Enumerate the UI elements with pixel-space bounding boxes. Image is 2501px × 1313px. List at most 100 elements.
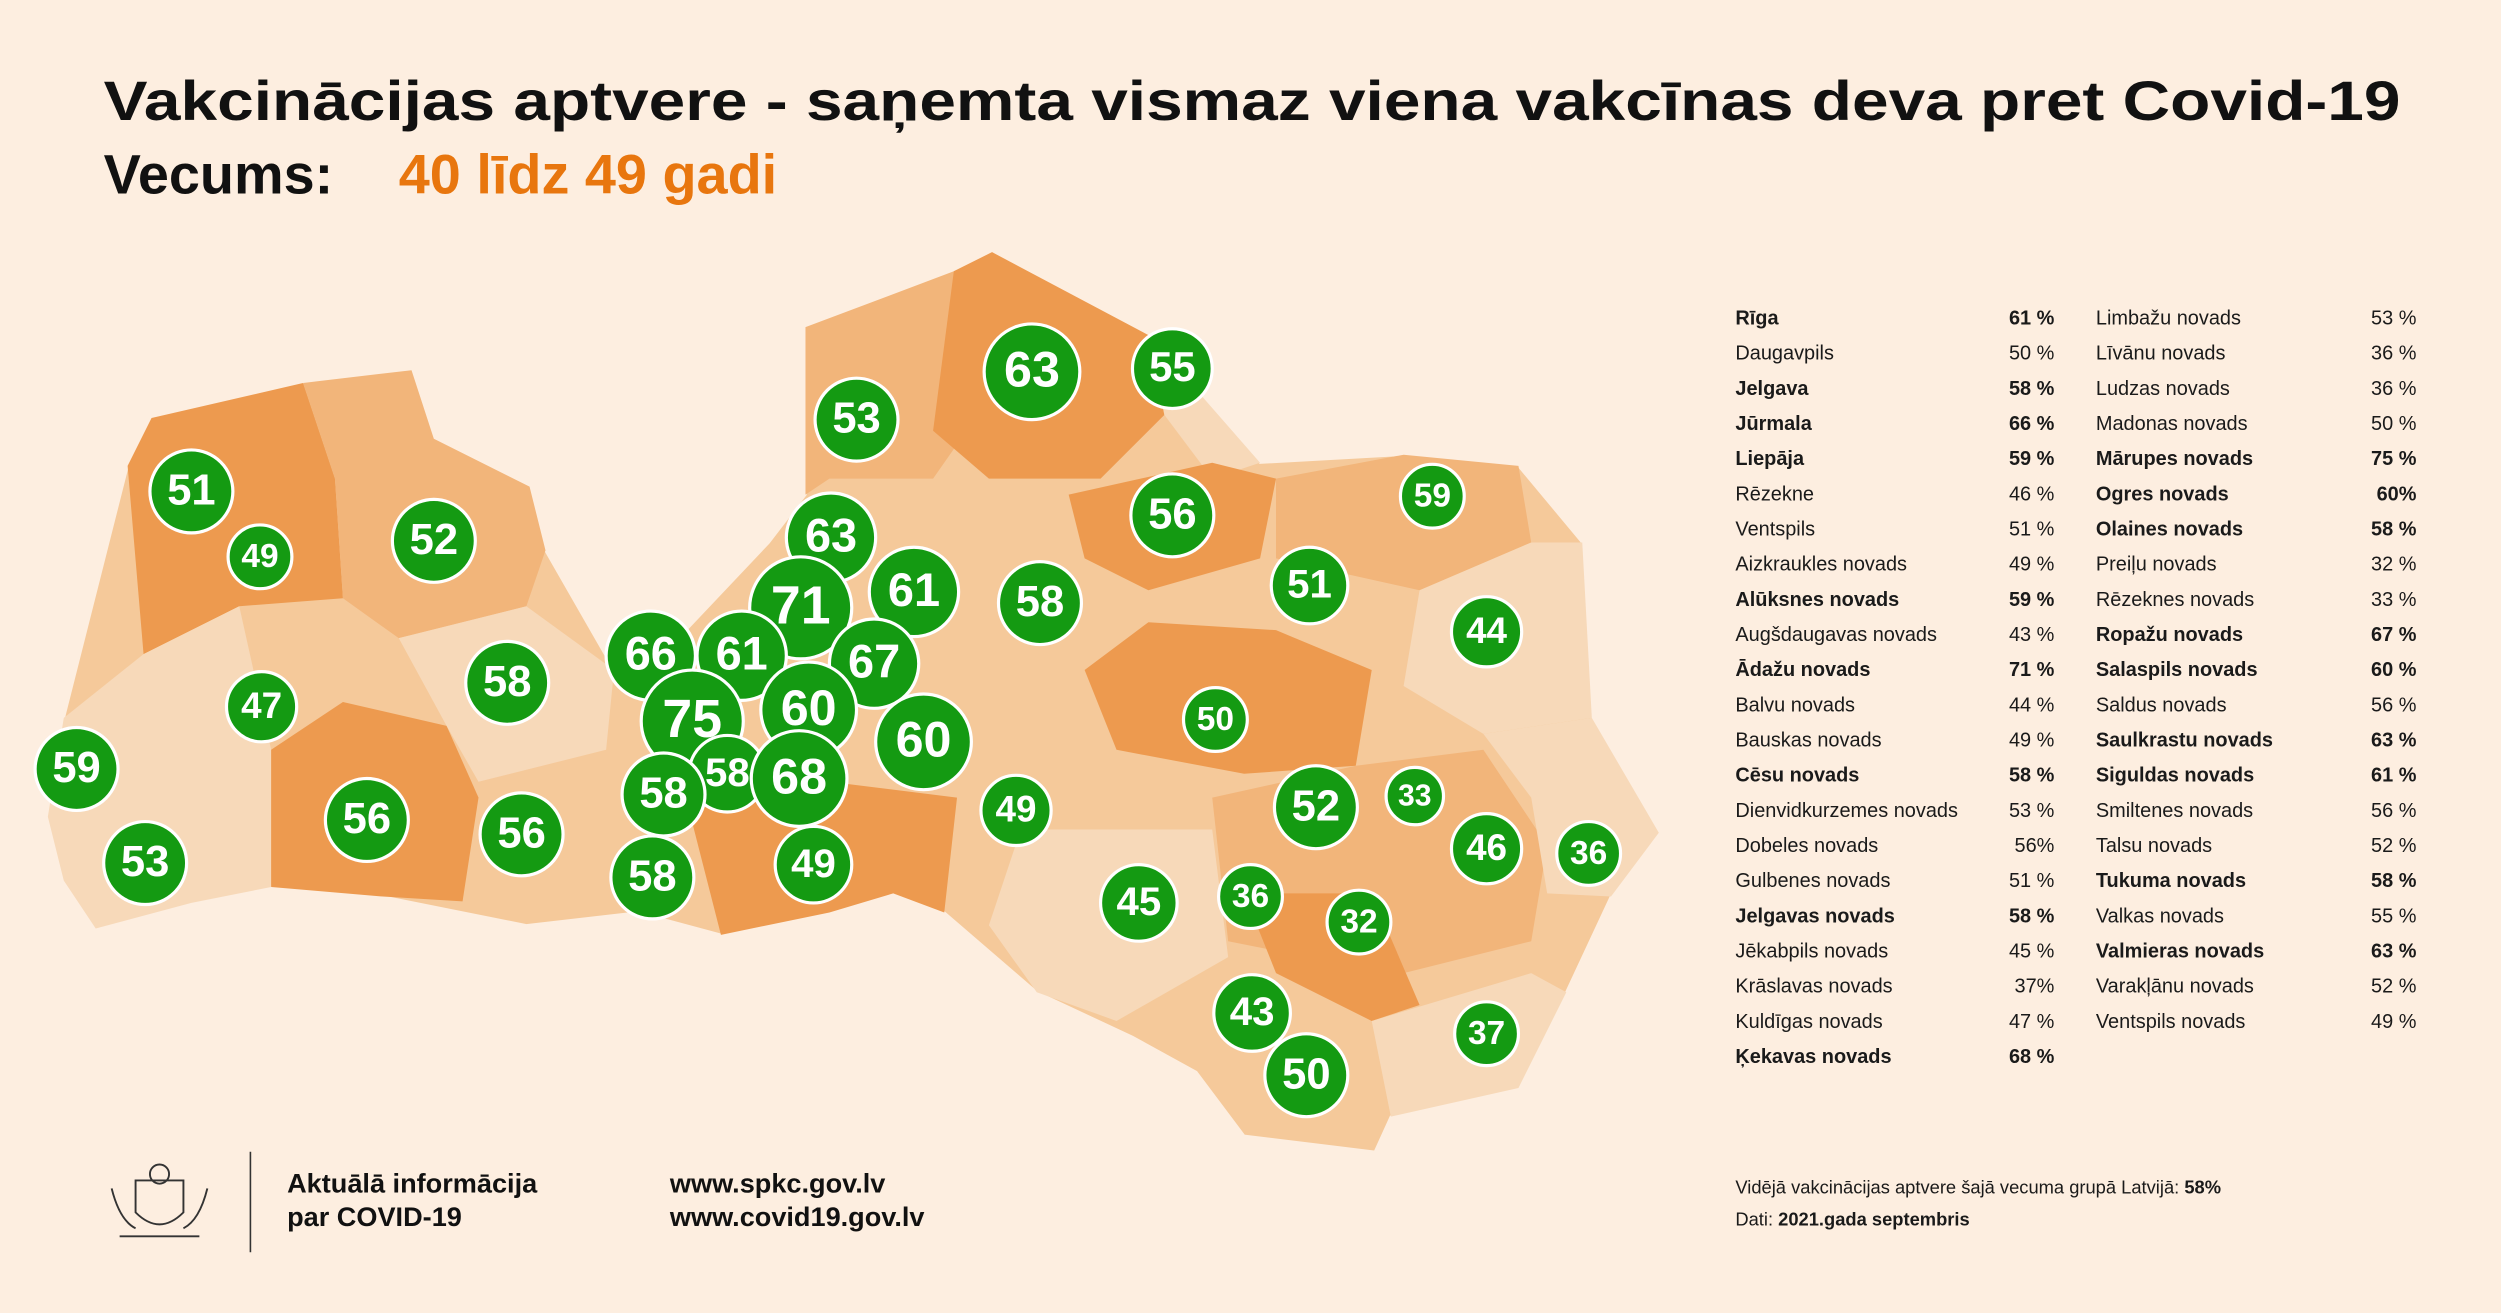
label-circle	[390, 497, 477, 584]
row-name: Dobeles novads	[1735, 835, 1878, 857]
row-value: 71 %	[2009, 659, 2055, 681]
map-label: 50	[1263, 1032, 1350, 1119]
row-name: Dienvidkurzemes novads	[1735, 800, 1958, 822]
row-value: 63 %	[2371, 940, 2417, 962]
label-circle	[1217, 863, 1284, 931]
map-label: 49	[773, 824, 854, 905]
row-value: 46 %	[2009, 483, 2054, 505]
age-value: 40 līdz 49 gadi	[399, 143, 777, 206]
row-value: 55 %	[2371, 905, 2416, 927]
map-label: 50	[1181, 686, 1249, 753]
map-label: 58	[996, 560, 1084, 647]
row-name: Jelgava	[1735, 378, 1809, 400]
row-name: Varakļānu novads	[2096, 976, 2254, 998]
label-circle	[1384, 765, 1446, 827]
map-label: 59	[33, 725, 120, 813]
row-value: 58 %	[2371, 518, 2417, 540]
row-name: Alūksnes novads	[1735, 589, 1899, 611]
row-value: 68 %	[2009, 1046, 2055, 1068]
map-label: 58	[464, 639, 551, 726]
row-value: 49 %	[2371, 1011, 2416, 1033]
row-name: Ropažu novads	[2096, 624, 2243, 646]
row-value: 67 %	[2371, 624, 2417, 646]
map-label: 32	[1325, 888, 1393, 956]
row-value: 53 %	[2371, 307, 2416, 329]
label-value: 49	[996, 789, 1037, 830]
row-value: 45 %	[2009, 940, 2054, 962]
row-value: 58 %	[2009, 765, 2055, 787]
row-name: Ventspils	[1735, 518, 1815, 540]
row-name: Gulbenes novads	[1735, 870, 1890, 892]
label-circle	[1181, 686, 1249, 753]
row-value: 58 %	[2371, 870, 2417, 892]
label-circle	[323, 776, 410, 864]
row-name: Salaspils novads	[2096, 659, 2258, 681]
row-name: Saldus novads	[2096, 694, 2227, 716]
label-value: 52	[410, 516, 458, 564]
average-text: Vidējā vakcinācijas aptvere šajā vecuma …	[1735, 1176, 2179, 1197]
row-name: Balvu novads	[1735, 694, 1855, 716]
row-value: 59 %	[2009, 448, 2055, 470]
label-value: 49	[791, 841, 836, 886]
row-name: Ādažu novads	[1735, 659, 1870, 681]
label-value: 51	[1287, 562, 1332, 607]
label-value: 59	[52, 744, 100, 792]
row-value: 43 %	[2009, 624, 2054, 646]
label-value: 56	[343, 795, 391, 843]
url: www.covid19.gov.lv	[669, 1201, 925, 1232]
map-label: 63	[982, 322, 1082, 422]
label-circle	[464, 639, 551, 726]
row-value: 33 %	[2371, 589, 2416, 611]
map-label: 56	[323, 776, 410, 864]
map-label: 56	[1129, 472, 1216, 559]
map-label: 58	[609, 834, 696, 921]
map-label: 49	[979, 773, 1053, 848]
label-value: 68	[771, 748, 827, 804]
map-label: 68	[749, 729, 849, 828]
label-circle	[1098, 863, 1179, 943]
row-name: Valmieras novads	[2096, 940, 2264, 962]
label-value: 52	[1292, 782, 1340, 830]
date-value: 2021.gada septembris	[1778, 1208, 1970, 1229]
label-value: 47	[241, 685, 282, 726]
label-value: 66	[625, 628, 677, 680]
label-circle	[102, 819, 189, 907]
row-value: 51 %	[2009, 518, 2054, 540]
average-value: 58%	[2184, 1176, 2221, 1197]
row-value: 44 %	[2009, 694, 2054, 716]
label-circle	[813, 376, 900, 463]
map-label: 36	[1217, 863, 1284, 931]
label-value: 36	[1232, 878, 1269, 915]
row-name: Mārupes novads	[2096, 448, 2253, 470]
label-value: 33	[1398, 780, 1432, 813]
row-name: Augšdaugavas novads	[1735, 624, 1937, 646]
label-circle	[1449, 595, 1524, 669]
map-label: 61	[867, 545, 961, 639]
row-value: 49 %	[2009, 554, 2054, 576]
label-circle	[478, 791, 565, 878]
row-value: 49 %	[2009, 729, 2054, 751]
row-value: 60%	[2377, 483, 2417, 505]
row-name: Jelgavas novads	[1735, 905, 1894, 927]
map-label: 51	[148, 448, 235, 535]
label-value: 50	[1282, 1050, 1330, 1098]
row-name: Līvānu novads	[2096, 343, 2226, 365]
label-value: 67	[848, 636, 900, 688]
label-value: 56	[1148, 490, 1196, 538]
title: Vakcinācijas aptvere - saņemta vismaz vi…	[104, 69, 2401, 133]
date-note: Dati: 2021.gada septembris	[1735, 1208, 1969, 1229]
label-circle	[1325, 888, 1393, 956]
row-value: 56 %	[2371, 694, 2416, 716]
row-value: 56 %	[2371, 800, 2416, 822]
row-value: 59 %	[2009, 589, 2055, 611]
row-value: 61 %	[2371, 765, 2417, 787]
map-label: 37	[1453, 1000, 1521, 1068]
average-note: Vidējā vakcinācijas aptvere šajā vecuma …	[1735, 1176, 2221, 1197]
label-value: 58	[1016, 578, 1064, 626]
label-value: 61	[888, 564, 940, 616]
row-value: 51 %	[2009, 870, 2054, 892]
label-value: 51	[167, 467, 215, 515]
label-value: 61	[716, 628, 768, 680]
row-name: Ogres novads	[2096, 483, 2229, 505]
